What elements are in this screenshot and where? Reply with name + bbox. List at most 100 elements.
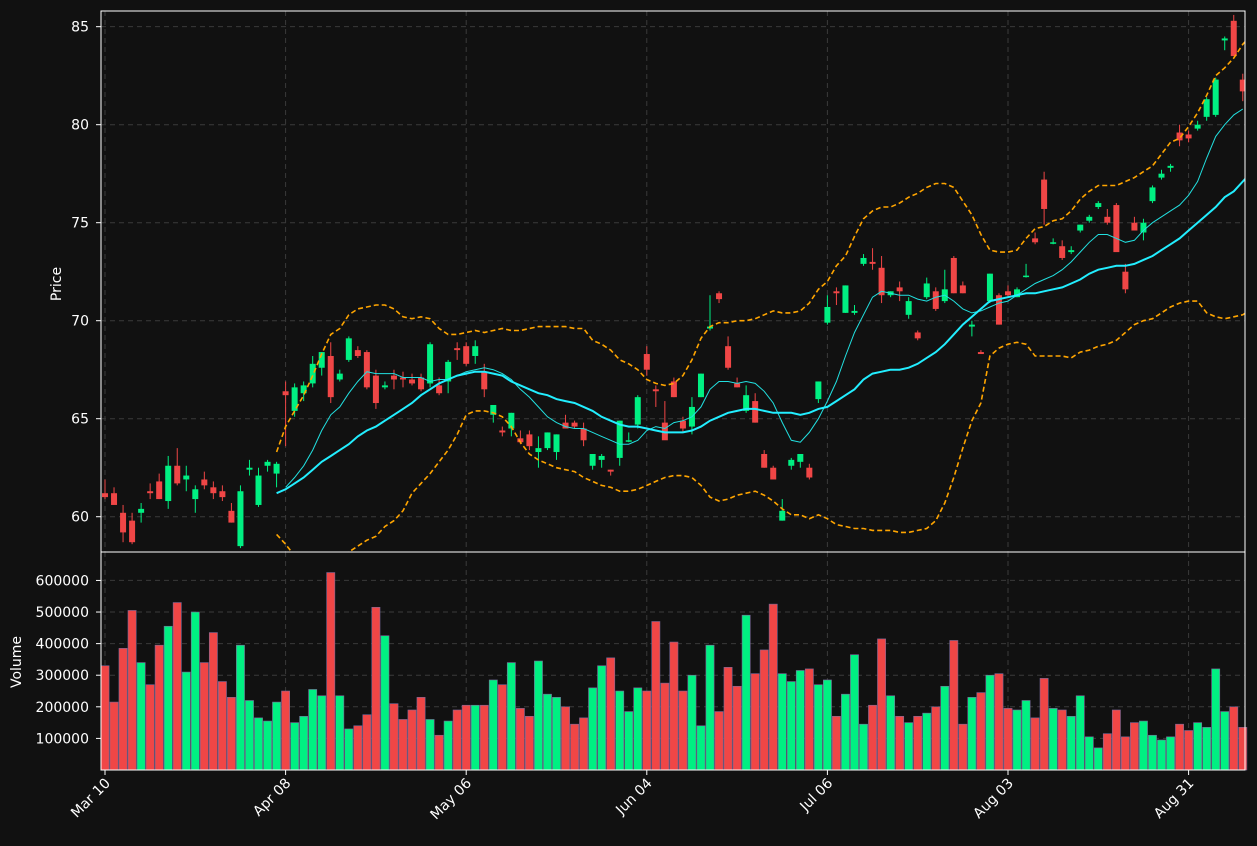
candle-body [427, 344, 434, 384]
candle-body [472, 346, 479, 356]
candle-body [1023, 275, 1030, 278]
volume-bar [1057, 709, 1067, 771]
volume-bar [335, 695, 345, 771]
candle-body [1239, 79, 1245, 92]
volume-bar [389, 703, 399, 771]
volume-bar [1148, 734, 1157, 771]
candle-body [598, 455, 605, 460]
candle-body [1158, 173, 1165, 178]
candle-body [436, 385, 443, 394]
volume-bar [624, 711, 634, 771]
volume-bar [1238, 727, 1248, 771]
volume-bar [109, 701, 119, 771]
candle-body [409, 379, 416, 384]
candle-body [111, 493, 118, 505]
volume-bar [832, 715, 841, 771]
volume-bar [759, 649, 769, 771]
price-tick-label: 80 [71, 118, 89, 134]
candle-body [734, 383, 741, 388]
volume-bar [741, 614, 751, 771]
volume-bar [1184, 730, 1193, 771]
x-tick-label: Aug 31 [1151, 776, 1197, 822]
volume-bar [877, 638, 886, 771]
candle-body [580, 428, 587, 441]
candle-body [399, 377, 406, 380]
volume-tick-label: 100000 [36, 731, 89, 747]
volume-bar [254, 717, 263, 771]
volume-bar [750, 673, 760, 771]
price-tick-label: 70 [71, 314, 89, 330]
candle-body [752, 401, 759, 423]
volume-bar [100, 665, 110, 771]
candle-body [282, 391, 289, 396]
volume-bar [208, 632, 218, 771]
volume-bar [822, 679, 832, 771]
candle-body [634, 397, 641, 425]
volume-frame [100, 551, 1246, 771]
volume-panel [100, 572, 1248, 771]
volume-bar [506, 662, 516, 771]
volume-bar [443, 720, 453, 771]
price-tick-label: 85 [71, 20, 89, 36]
candle-body [481, 371, 488, 390]
candle-body [1149, 187, 1156, 202]
x-tick-label: Jul 06 [797, 775, 837, 815]
candle-body [851, 310, 858, 313]
candle-body [607, 469, 614, 472]
volume-bar [615, 690, 625, 771]
volume-bar [1111, 709, 1121, 771]
candle-body [156, 481, 163, 500]
volume-bar [714, 711, 724, 771]
volume-bar [217, 681, 227, 771]
candle-body [1041, 179, 1048, 209]
volume-bar [1093, 747, 1103, 771]
upper-band-line [275, 40, 1245, 453]
volume-bar [236, 644, 245, 771]
volume-bar [515, 708, 525, 771]
volume-bar [904, 722, 914, 771]
candle-body [896, 287, 903, 292]
price-tick-label: 65 [71, 412, 89, 428]
candle-body [1176, 132, 1183, 141]
price-tick-label: 60 [71, 510, 89, 526]
candle-body [526, 434, 533, 447]
volume-bar [642, 690, 652, 771]
candle-body [273, 463, 280, 474]
volume-bar [299, 715, 309, 771]
candle-body [246, 467, 253, 470]
candle-body [589, 453, 596, 466]
volume-bar [985, 674, 995, 771]
candle-body [336, 373, 343, 380]
price-panel [102, 14, 1245, 552]
volume-bar [154, 644, 164, 771]
candle-body [201, 479, 208, 486]
candle-body [625, 440, 632, 442]
volume-bar [678, 690, 688, 771]
volume-bar [1102, 733, 1112, 771]
candle-body [977, 352, 984, 355]
x-tick-label: Jun 04 [612, 775, 655, 818]
volume-bar [136, 662, 146, 771]
volume-bar [362, 714, 372, 771]
candle-body [1095, 203, 1102, 208]
candle-body [995, 295, 1002, 325]
candle-body [679, 420, 686, 429]
candle-body [1086, 216, 1093, 221]
candle-body [1059, 246, 1066, 258]
candle-body [1014, 289, 1021, 298]
volume-bar [525, 715, 534, 771]
candle-body [147, 491, 154, 494]
volume-bar [326, 572, 336, 771]
volume-bar [660, 682, 670, 771]
candle-body [806, 467, 813, 478]
volume-bar [931, 706, 941, 771]
volume-bar [994, 673, 1004, 771]
volume-bar [407, 709, 417, 771]
volume-bar [651, 621, 661, 771]
volume-bar [1075, 695, 1085, 771]
volume-bar [163, 625, 173, 771]
candle-body [1050, 242, 1057, 244]
volume-bar [1211, 668, 1221, 771]
volume-bar [570, 723, 579, 771]
